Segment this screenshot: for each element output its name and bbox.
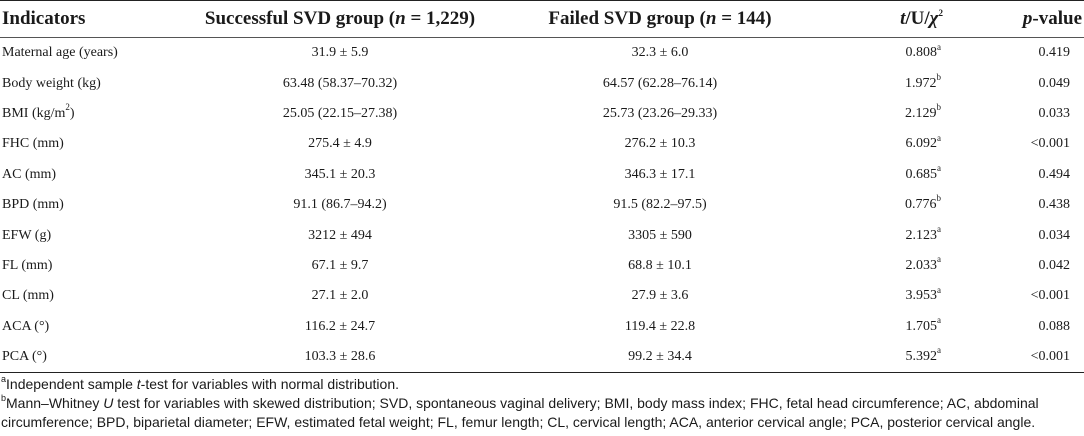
cell-failed: 91.5 (82.2–97.5) <box>613 197 707 213</box>
table-row: Maternal age (years) 31.9 ± 5.9 32.3 ± 6.0… <box>0 38 1084 69</box>
table-row: CL (mm) 27.1 ± 2.0 27.9 ± 3.6 3.953a <0.001 <box>0 281 1084 311</box>
cell-indicator: Maternal age (years) <box>2 45 118 61</box>
header-statistic: t/U/χ2 <box>820 0 965 38</box>
cell-statistic: 3.953a <box>905 284 942 304</box>
cell-statistic: 5.392a <box>820 341 965 374</box>
footnote-b-continued: circumference; BPD, biparietal diameter;… <box>1 414 1036 430</box>
cell-statistic: 2.033a <box>905 254 942 273</box>
cell-statistic: 2.129b <box>905 102 941 121</box>
table-row: BMI (kg/m2) 25.05 (22.15–27.38) 25.73 (23.… <box>0 99 1084 129</box>
cell-failed: 99.2 ± 34.4 <box>500 341 820 374</box>
cell-failed: 346.3 ± 17.1 <box>624 166 696 182</box>
cell-p-value: <0.001 <box>1030 136 1070 152</box>
footnote-b: bMann–Whitney U test for variables with … <box>1 393 1039 411</box>
header-p-value: p-value <box>965 0 1084 38</box>
header-indicators: Indicators <box>0 0 180 38</box>
cell-statistic: 6.092a <box>905 132 942 152</box>
cell-failed: 3305 ± 590 <box>628 227 692 243</box>
cell-indicator: BMI (kg/m2) <box>2 102 75 121</box>
cell-p-value: 0.034 <box>1038 227 1071 243</box>
cell-p-value: 0.494 <box>1038 166 1071 182</box>
table-container: Indicators Successful SVD group (n = 1,2… <box>0 0 1084 374</box>
cell-successful: 27.1 ± 2.0 <box>311 288 369 304</box>
cell-successful: 103.3 ± 28.6 <box>180 341 500 374</box>
cell-indicator: ACA (°) <box>2 318 50 334</box>
cell-indicator: FHC (mm) <box>2 136 64 152</box>
table-row: FL (mm) 67.1 ± 9.7 68.8 ± 10.1 2.033a 0.042 <box>0 251 1084 281</box>
cell-statistic: 1.972b <box>905 71 941 91</box>
cell-failed: 119.4 ± 22.8 <box>624 318 696 334</box>
cell-successful: 91.1 (86.7–94.2) <box>293 197 387 213</box>
cell-successful: 31.9 ± 5.9 <box>311 45 369 61</box>
cell-failed: 25.73 (23.26–29.33) <box>602 105 718 121</box>
cell-p-value: 0.042 <box>1038 257 1071 273</box>
cell-statistic: 0.808a <box>905 41 942 61</box>
cell-indicator: EFW (g) <box>2 227 52 243</box>
table-row: AC (mm) 345.1 ± 20.3 346.3 ± 17.1 0.685a 0.4… <box>0 160 1084 190</box>
cell-statistic: 1.705a <box>905 315 942 334</box>
cell-p-value: 0.438 <box>1038 197 1071 213</box>
table-row: ACA (°) 116.2 ± 24.7 119.4 ± 22.8 1.705a 0.0… <box>0 312 1084 342</box>
cell-successful: 67.1 ± 9.7 <box>311 257 369 273</box>
cell-indicator: PCA (°) <box>0 341 180 374</box>
cell-statistic: 0.776b <box>905 193 941 213</box>
table-row: FHC (mm) 275.4 ± 4.9 276.2 ± 10.3 6.092a <0.… <box>0 129 1084 159</box>
cell-failed: 27.9 ± 3.6 <box>631 288 689 304</box>
cell-failed: 276.2 ± 10.3 <box>624 136 696 152</box>
cell-indicator: BPD (mm) <box>2 197 64 213</box>
cell-successful: 25.05 (22.15–27.38) <box>282 105 398 121</box>
cell-successful: 116.2 ± 24.7 <box>304 318 376 334</box>
cell-indicator: Body weight (kg) <box>2 75 101 91</box>
cell-indicator: FL (mm) <box>2 257 53 273</box>
cell-failed: 64.57 (62.28–76.14) <box>602 75 718 91</box>
cell-p-value: 0.033 <box>1038 105 1071 121</box>
cell-p-value: 0.419 <box>1038 45 1071 61</box>
header-failed-group: Failed SVD group (n = 144) <box>500 0 820 38</box>
cell-p-value: 0.049 <box>1038 75 1071 91</box>
comparison-table: Indicators Successful SVD group (n = 1,2… <box>0 0 1084 374</box>
cell-failed: 68.8 ± 10.1 <box>628 257 692 273</box>
cell-successful: 63.48 (58.37–70.32) <box>282 75 398 91</box>
cell-failed: 32.3 ± 6.0 <box>631 45 689 61</box>
table-row: Body weight (kg) 63.48 (58.37–70.32) 64.57… <box>0 68 1084 98</box>
cell-successful: 345.1 ± 20.3 <box>304 166 376 182</box>
cell-indicator: AC (mm) <box>2 166 57 182</box>
cell-p-value: 0.088 <box>1038 318 1071 334</box>
cell-successful: 275.4 ± 4.9 <box>308 136 372 152</box>
footnote-a: aIndependent sample t-test for variables… <box>1 374 399 392</box>
cell-p-value: <0.001 <box>965 341 1084 374</box>
table-row: BPD (mm) 91.1 (86.7–94.2) 91.5 (82.2–97.5)… <box>0 190 1084 220</box>
cell-p-value: <0.001 <box>1030 288 1070 304</box>
table-row: PCA (°) 103.3 ± 28.6 99.2 ± 34.4 5.392a <0.0… <box>0 341 1084 374</box>
cell-indicator: CL (mm) <box>2 288 54 304</box>
cell-successful: 3212 ± 494 <box>308 227 372 243</box>
header-successful-group: Successful SVD group (n = 1,229) <box>180 0 500 38</box>
header-row: Indicators Successful SVD group (n = 1,2… <box>0 0 1084 38</box>
footnotes: aIndependent sample t-test for variables… <box>0 375 1084 432</box>
cell-statistic: 2.123a <box>905 223 942 243</box>
table-row: EFW (g) 3212 ± 494 3305 ± 590 2.123a 0.034 <box>0 220 1084 250</box>
cell-statistic: 0.685a <box>905 163 942 182</box>
